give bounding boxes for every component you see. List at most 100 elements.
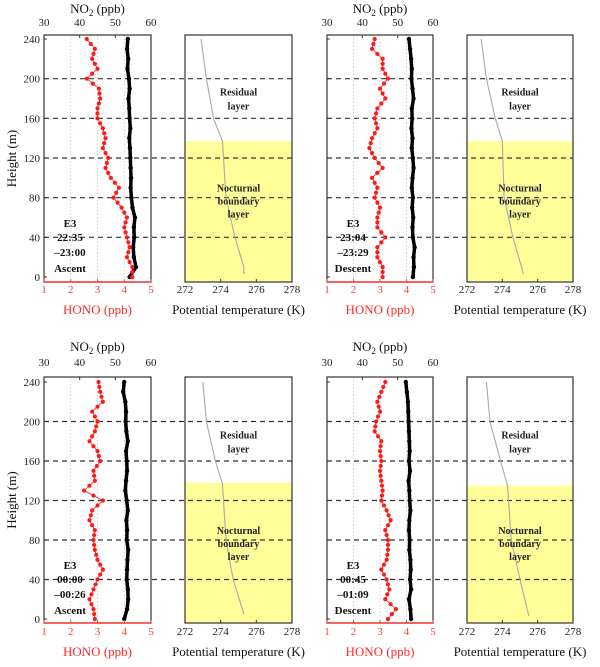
hono-point xyxy=(100,567,105,572)
hono-point xyxy=(375,170,380,175)
flight-annotation: Ascent xyxy=(54,605,86,617)
hono-point xyxy=(92,46,97,52)
nocturnal-layer-label: layer xyxy=(509,210,531,221)
theta-profile-line xyxy=(202,381,245,615)
hono-tick-label: 1 xyxy=(324,626,330,638)
hono-point xyxy=(379,567,384,572)
no2-point xyxy=(129,195,134,200)
flight-annotation: E3 xyxy=(64,560,77,572)
hono-point xyxy=(378,444,383,449)
hono-point xyxy=(92,429,97,434)
no2-point xyxy=(122,379,127,385)
hono-point xyxy=(92,414,97,419)
flight-annotation: E3 xyxy=(347,560,360,572)
hono-tick-label: 1 xyxy=(324,284,330,296)
no2-point xyxy=(128,126,133,131)
hono-tick-label: 1 xyxy=(41,284,47,296)
no2-title-main: NO xyxy=(70,1,89,16)
hono-point xyxy=(95,106,100,111)
no2-tick-label: 30 xyxy=(39,357,51,369)
no2-point xyxy=(410,155,416,161)
hono-point xyxy=(377,449,383,454)
no2-point xyxy=(408,557,413,562)
hono-point xyxy=(389,611,395,617)
hono-tick-label: 2 xyxy=(68,626,74,638)
hono-point xyxy=(94,463,99,469)
no2-point xyxy=(406,419,411,424)
hono-tick-label: 4 xyxy=(404,284,410,296)
hono-point xyxy=(94,424,99,429)
theta-tick-label: 272 xyxy=(177,284,194,296)
no2-point xyxy=(124,537,129,543)
hono-point xyxy=(130,274,135,280)
hono-point xyxy=(100,498,105,503)
y-tick-label: 120 xyxy=(24,153,41,165)
no2-tick-label: 30 xyxy=(322,357,334,369)
hono-point xyxy=(95,557,100,562)
no2-tick-label: 40 xyxy=(74,17,86,29)
theta-frame xyxy=(184,376,293,624)
no2-point xyxy=(125,439,131,444)
hono-point xyxy=(373,424,378,429)
hono-point xyxy=(93,582,98,587)
hono-point xyxy=(127,260,132,265)
hono-point xyxy=(383,528,388,533)
no2-point xyxy=(122,616,127,622)
no2-point xyxy=(407,498,412,503)
hono-point xyxy=(98,458,103,464)
no2-point xyxy=(406,429,412,434)
no2-axis-title: NO2 (ppb) xyxy=(70,339,125,356)
no2-point xyxy=(408,606,413,612)
hono-point xyxy=(100,126,105,131)
no2-point xyxy=(128,155,133,161)
hono-point xyxy=(95,404,100,409)
hono-point xyxy=(384,532,389,538)
hono-point xyxy=(130,269,135,275)
hono-point xyxy=(106,170,111,175)
no2-point xyxy=(130,245,136,250)
hono-point xyxy=(393,607,398,612)
hono-point xyxy=(372,155,377,161)
no2-point xyxy=(125,587,131,592)
hono-point xyxy=(385,547,391,552)
hono-point xyxy=(96,379,101,385)
hono-point xyxy=(372,180,377,185)
hono-point xyxy=(112,180,117,185)
hono-point xyxy=(369,175,375,180)
no2-point xyxy=(125,508,131,513)
hono-point xyxy=(87,518,92,523)
no2-point xyxy=(127,106,132,111)
no2-title-sub: 2 xyxy=(89,8,94,18)
y-tick-label: 0 xyxy=(35,272,41,284)
no2-point xyxy=(407,488,412,493)
hono-point xyxy=(91,493,96,498)
flight-annotation: E3 xyxy=(64,218,77,230)
hono-point xyxy=(92,528,97,533)
no2-point xyxy=(409,106,414,111)
hono-point xyxy=(98,572,103,577)
hono-point xyxy=(380,269,385,275)
theta-tick-label: 272 xyxy=(459,626,476,638)
hono-tick-label: 3 xyxy=(95,626,101,638)
hono-point xyxy=(96,101,101,106)
hono-point xyxy=(371,41,376,47)
no2-point xyxy=(132,215,138,220)
hono-point xyxy=(383,96,388,101)
no2-point xyxy=(123,399,128,404)
hono-point xyxy=(90,71,95,76)
no2-point xyxy=(120,389,126,395)
no2-tick-label: 30 xyxy=(322,17,334,29)
no2-point xyxy=(124,429,129,434)
hono-point xyxy=(385,76,391,81)
hono-point xyxy=(372,36,377,42)
hono-point xyxy=(378,473,383,478)
hono-point xyxy=(373,419,379,424)
no2-tick-label: 40 xyxy=(357,17,369,29)
theta-frame xyxy=(466,34,574,283)
no2-point xyxy=(410,86,415,91)
hono-point xyxy=(383,597,388,602)
nocturnal-layer-label: layer xyxy=(509,552,531,563)
hono-point xyxy=(375,126,380,131)
hono-point xyxy=(97,384,102,390)
